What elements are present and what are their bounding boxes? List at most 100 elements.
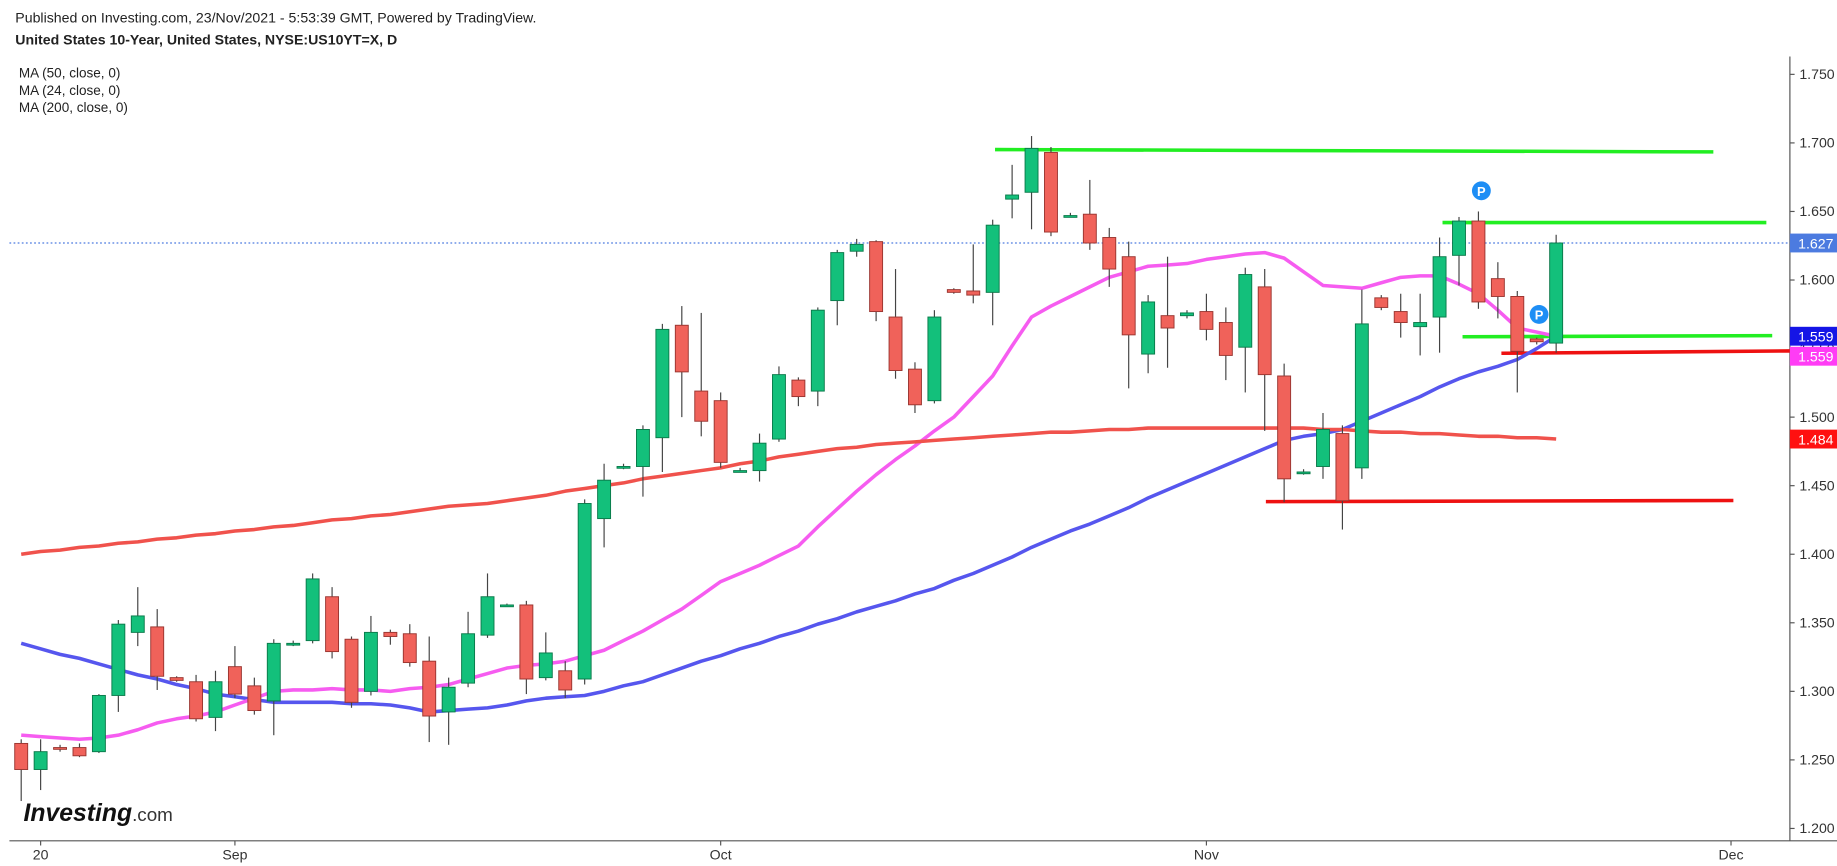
candle-body xyxy=(305,578,320,642)
candle-body xyxy=(227,666,242,695)
candle-body xyxy=(791,379,806,398)
y-tick-label: 1.750 xyxy=(1799,66,1834,82)
candle-body xyxy=(189,681,204,720)
support-line xyxy=(1265,498,1734,504)
candle-body xyxy=(1199,311,1214,330)
candle-body xyxy=(1005,194,1020,200)
y-tick-label: 1.700 xyxy=(1799,135,1834,151)
price-tag-label: 1.484 xyxy=(1798,431,1833,447)
x-tick-label: Sep xyxy=(222,847,247,863)
svg-text:P: P xyxy=(1477,184,1486,199)
legend-entry: MA (200, close, 0) xyxy=(19,100,128,115)
candle-body xyxy=(33,751,48,770)
x-tick-label: Dec xyxy=(1718,847,1743,863)
candle-body xyxy=(927,316,942,402)
candle-body xyxy=(908,368,922,406)
candle-body xyxy=(1549,242,1564,344)
candle-body xyxy=(888,316,903,371)
legend-entry: MA (24, close, 0) xyxy=(19,83,121,98)
candle-body xyxy=(810,309,825,392)
candle-body xyxy=(286,642,301,646)
candle-body xyxy=(344,638,359,703)
candle-body xyxy=(966,290,981,296)
candle-body xyxy=(325,596,340,653)
candle-body xyxy=(1354,323,1369,469)
candle-body xyxy=(1121,256,1136,336)
candle-body xyxy=(266,642,281,702)
pivot-marker: P xyxy=(1471,181,1491,201)
candle-body xyxy=(208,681,223,718)
candle-body xyxy=(1529,338,1544,343)
candle-body xyxy=(169,677,184,681)
candle-body xyxy=(772,374,786,440)
candle-body xyxy=(655,328,670,439)
y-tick-label: 1.500 xyxy=(1799,409,1834,425)
logo-text: .com xyxy=(132,804,173,825)
candle-body xyxy=(869,241,884,313)
logo-text: Investing xyxy=(24,800,133,827)
price-tag xyxy=(1789,346,1837,366)
candle-body xyxy=(1413,322,1428,328)
candle-body xyxy=(849,243,864,252)
candle-body xyxy=(402,633,417,664)
price-tag xyxy=(1789,233,1837,253)
candle-body xyxy=(1471,220,1486,303)
support-line xyxy=(1501,349,1790,356)
candle-body xyxy=(480,596,495,636)
candle-body xyxy=(1277,375,1292,480)
x-tick-label: Nov xyxy=(1194,847,1220,863)
candle-body xyxy=(752,442,767,472)
candle-body xyxy=(538,652,553,679)
y-tick-label: 1.600 xyxy=(1799,272,1834,288)
logo: Investing.com xyxy=(24,800,173,827)
candle-body xyxy=(247,685,262,712)
y-tick-label: 1.200 xyxy=(1799,820,1834,836)
candle-body xyxy=(597,479,612,520)
price-tag xyxy=(1789,429,1837,449)
candle-body xyxy=(422,660,437,717)
resistance-line xyxy=(1462,333,1773,339)
candle-body xyxy=(1316,428,1330,467)
price-tag xyxy=(1789,326,1837,346)
candle-body xyxy=(1335,433,1350,502)
candle-body xyxy=(1063,215,1078,218)
candle-body xyxy=(616,466,631,469)
candle-body xyxy=(1218,322,1233,356)
candle-body xyxy=(1024,147,1039,193)
candle-body xyxy=(1180,312,1194,317)
candle-body xyxy=(1393,311,1408,323)
candle-body xyxy=(53,747,68,750)
candle-body xyxy=(1510,296,1525,352)
ma-line xyxy=(21,250,1557,742)
candle-body xyxy=(363,631,378,692)
candle-body xyxy=(383,631,398,637)
candle-body xyxy=(91,694,106,753)
published-note: Published on Investing.com, 23/Nov/2021 … xyxy=(15,9,536,25)
candle-body xyxy=(733,470,748,473)
y-tick-label: 1.350 xyxy=(1799,614,1834,630)
candle-body xyxy=(1452,220,1466,256)
candle-body xyxy=(985,224,1000,293)
price-tag-label: 1.627 xyxy=(1798,235,1833,251)
svg-text:P: P xyxy=(1535,308,1544,323)
legend: MA (50, close, 0) MA (24, close, 0) MA (20… xyxy=(19,66,128,115)
candle-body xyxy=(14,742,29,770)
y-tick-label: 1.300 xyxy=(1799,683,1834,699)
x-tick-label: 20 xyxy=(33,847,49,863)
candle-body xyxy=(1374,297,1389,308)
candle-body xyxy=(946,289,961,293)
candle-body xyxy=(674,324,689,373)
plot-area xyxy=(9,56,1837,842)
candle-body xyxy=(636,428,650,467)
candle-body xyxy=(499,604,514,608)
legend-entry: MA (50, close, 0) xyxy=(19,66,121,81)
candle-body xyxy=(1296,471,1311,475)
price-tag-label: 1.559 xyxy=(1798,349,1833,365)
candle-body xyxy=(519,604,534,680)
candle-body xyxy=(713,400,728,463)
candle-body xyxy=(1102,237,1117,270)
candle-body xyxy=(1044,152,1058,233)
candle-body xyxy=(830,252,845,302)
x-tick-label: Oct xyxy=(710,847,732,863)
